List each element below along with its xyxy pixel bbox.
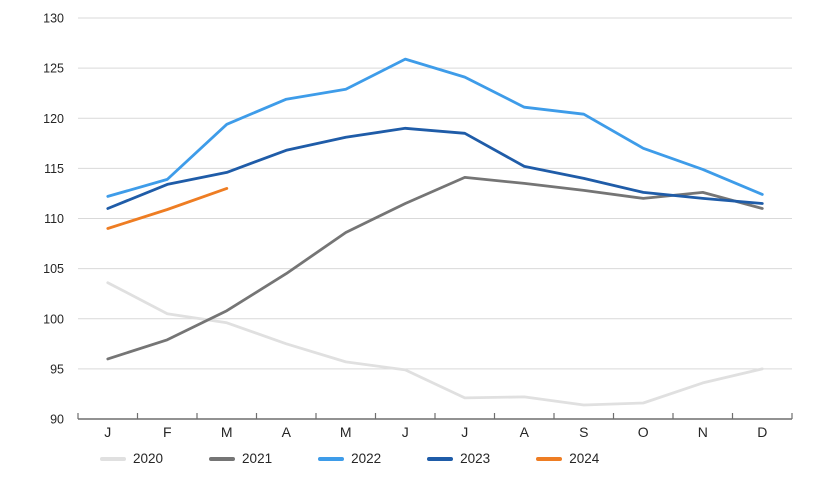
legend-swatch-2023 bbox=[427, 457, 454, 461]
legend-item-2020: 2020 bbox=[100, 452, 163, 466]
legend-label-2021: 2021 bbox=[242, 451, 273, 466]
legend-label-2022: 2022 bbox=[351, 451, 382, 466]
legend-label-2020: 2020 bbox=[133, 451, 164, 466]
x-axis-month-label: A bbox=[520, 424, 530, 440]
x-axis-month-label: O bbox=[638, 424, 649, 440]
series-line-2023 bbox=[106, 126, 764, 210]
x-axis-month-label: J bbox=[104, 424, 111, 440]
y-axis-label: 120 bbox=[43, 112, 64, 126]
series-line-2020 bbox=[106, 281, 764, 407]
x-axis-month-label: A bbox=[282, 424, 292, 440]
y-axis-label: 125 bbox=[43, 62, 64, 76]
series-line-2021 bbox=[106, 176, 764, 361]
legend-label-2024: 2024 bbox=[569, 451, 600, 466]
y-axis-label: 110 bbox=[44, 212, 64, 226]
y-axis-label: 105 bbox=[43, 262, 64, 276]
legend-item-2022: 2022 bbox=[318, 452, 381, 466]
y-axis-label: 95 bbox=[50, 362, 64, 376]
series-line-2024 bbox=[106, 187, 229, 230]
x-axis-month-label: D bbox=[757, 424, 767, 440]
y-axis-label: 100 bbox=[43, 312, 64, 326]
legend-item-2021: 2021 bbox=[209, 452, 272, 466]
legend-swatch-2020 bbox=[100, 457, 126, 461]
x-axis-month-label: J bbox=[402, 424, 409, 440]
legend-swatch-2024 bbox=[536, 457, 563, 461]
x-axis-month-label: J bbox=[461, 424, 468, 440]
legend-item-2024: 2024 bbox=[536, 452, 599, 466]
y-axis-label: 130 bbox=[43, 12, 64, 26]
legend-swatch-2022 bbox=[318, 457, 345, 461]
series-line-2022 bbox=[106, 57, 764, 198]
x-axis-month-label: M bbox=[340, 424, 352, 440]
legend-item-2023: 2023 bbox=[427, 452, 490, 466]
x-axis-month-label: S bbox=[579, 424, 588, 440]
y-axis-label: 90 bbox=[50, 413, 64, 427]
x-axis-month-label: N bbox=[698, 424, 708, 440]
legend-label-2023: 2023 bbox=[460, 451, 491, 466]
x-axis-month-label: F bbox=[163, 424, 172, 440]
y-axis-label: 115 bbox=[44, 162, 64, 176]
x-axis-month-label: M bbox=[221, 424, 233, 440]
legend-swatch-2021 bbox=[209, 457, 236, 461]
chart-legend: 2020 2021 2022 2023 2024 bbox=[100, 452, 599, 466]
